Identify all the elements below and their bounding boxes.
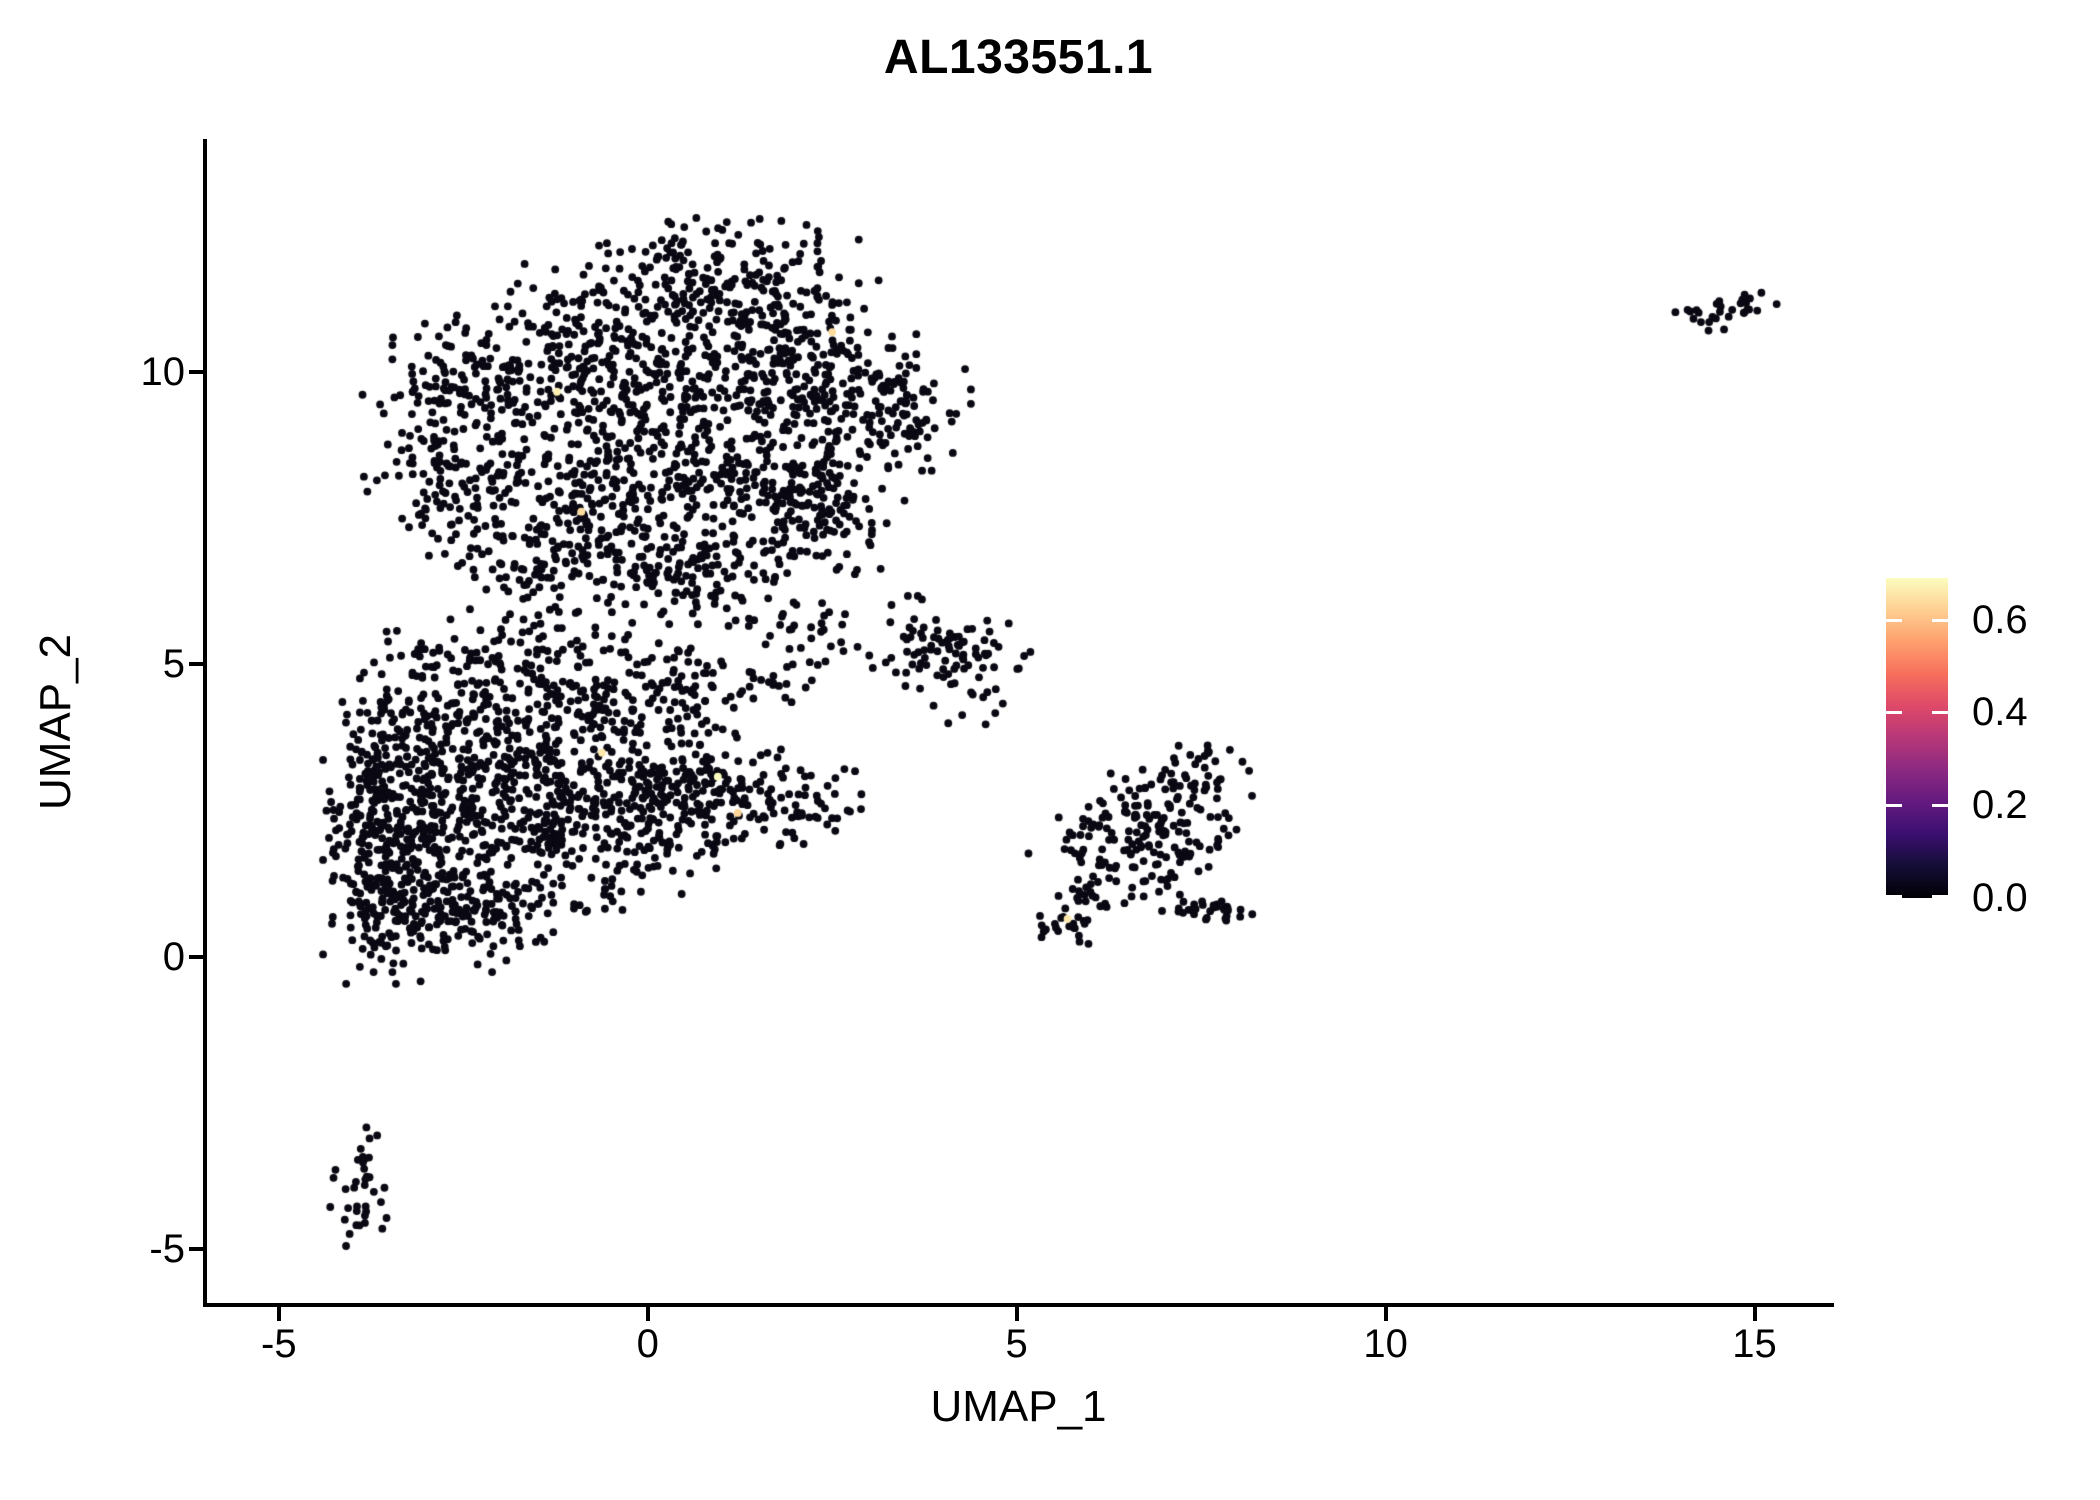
y-tick-mark (189, 954, 203, 959)
x-tick-label: 5 (1005, 1322, 1028, 1366)
colorbar-gradient (1886, 578, 1948, 898)
y-tick-mark (189, 369, 203, 374)
colorbar-tick-label: 0.0 (1972, 876, 2028, 920)
x-tick-label: 10 (1363, 1322, 1408, 1366)
colorbar-tick-mark (1886, 804, 1902, 808)
y-tick-mark (189, 662, 203, 667)
colorbar-tick-mark (1932, 711, 1948, 715)
colorbar-tick-label: 0.6 (1972, 597, 2028, 642)
x-axis-line (203, 1303, 1834, 1307)
colorbar-tick-mark (1932, 804, 1948, 808)
x-tick-label: -5 (260, 1322, 297, 1366)
colorbar-tick-mark (1886, 895, 1902, 898)
colorbar-tick-label: 0.4 (1972, 690, 2028, 735)
x-tick-mark (276, 1307, 281, 1321)
y-tick-label: -5 (149, 1227, 185, 1272)
x-tick-mark (1014, 1307, 1019, 1321)
x-tick-mark (1752, 1307, 1757, 1321)
colorbar-tick-mark (1932, 618, 1948, 622)
y-tick-mark (189, 1247, 203, 1252)
y-tick-label: 5 (162, 642, 185, 687)
y-tick-label: 0 (162, 934, 185, 979)
x-tick-label: 0 (636, 1322, 659, 1366)
colorbar-tick-label: 0.2 (1972, 783, 2028, 828)
plot-title: AL133551.1 (883, 31, 1154, 84)
x-tick-mark (1383, 1307, 1388, 1321)
expression-colorbar (1886, 578, 1948, 898)
colorbar-tick-mark (1886, 618, 1902, 622)
y-tick-label: 10 (140, 349, 186, 394)
x-tick-label: 15 (1732, 1322, 1777, 1366)
colorbar-tick-mark (1932, 895, 1948, 898)
x-axis-title: UMAP_1 (930, 1382, 1107, 1431)
x-tick-mark (645, 1307, 650, 1321)
colorbar-tick-mark (1886, 711, 1902, 715)
y-axis-line (203, 139, 207, 1307)
